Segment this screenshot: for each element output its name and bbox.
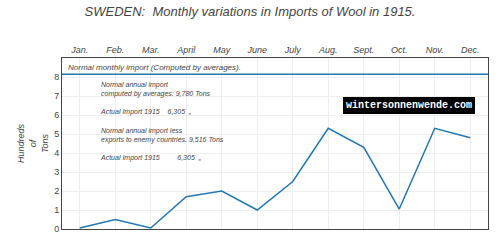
svg-text:July: July (284, 45, 302, 55)
svg-text:Normal monthly import (Compute: Normal monthly import (Computed by avera… (68, 63, 241, 72)
svg-text:2: 2 (54, 186, 59, 196)
svg-text:Mar.: Mar. (142, 45, 160, 55)
svg-text:6: 6 (54, 110, 59, 120)
svg-text:April: April (176, 45, 196, 55)
svg-text:5: 5 (54, 129, 59, 139)
svg-text:Normal annual importcomputed b: Normal annual importcomputed by averages… (100, 81, 224, 162)
svg-text:1: 1 (54, 205, 59, 215)
svg-text:7: 7 (54, 91, 59, 101)
svg-text:HundredsofTons: HundredsofTons (16, 123, 49, 163)
svg-text:Dec.: Dec. (461, 45, 480, 55)
svg-text:Aug.: Aug. (318, 45, 338, 55)
svg-text:Sept.: Sept. (353, 45, 374, 55)
svg-text:4: 4 (54, 148, 59, 158)
svg-text:SWEDEN: Monthly variations in: SWEDEN: Monthly variations in Imports of… (85, 4, 416, 19)
svg-text:May: May (213, 45, 231, 55)
svg-text:wintersonnenwende.com: wintersonnenwende.com (346, 100, 472, 111)
svg-text:Nov.: Nov. (426, 45, 444, 55)
svg-text:June: June (246, 45, 267, 55)
svg-text:Feb.: Feb. (106, 45, 124, 55)
svg-text:8: 8 (54, 72, 59, 82)
svg-text:Oct.: Oct. (391, 45, 408, 55)
svg-text:Jan.: Jan. (70, 45, 88, 55)
svg-text:3: 3 (54, 167, 59, 177)
svg-text:0: 0 (54, 224, 59, 234)
